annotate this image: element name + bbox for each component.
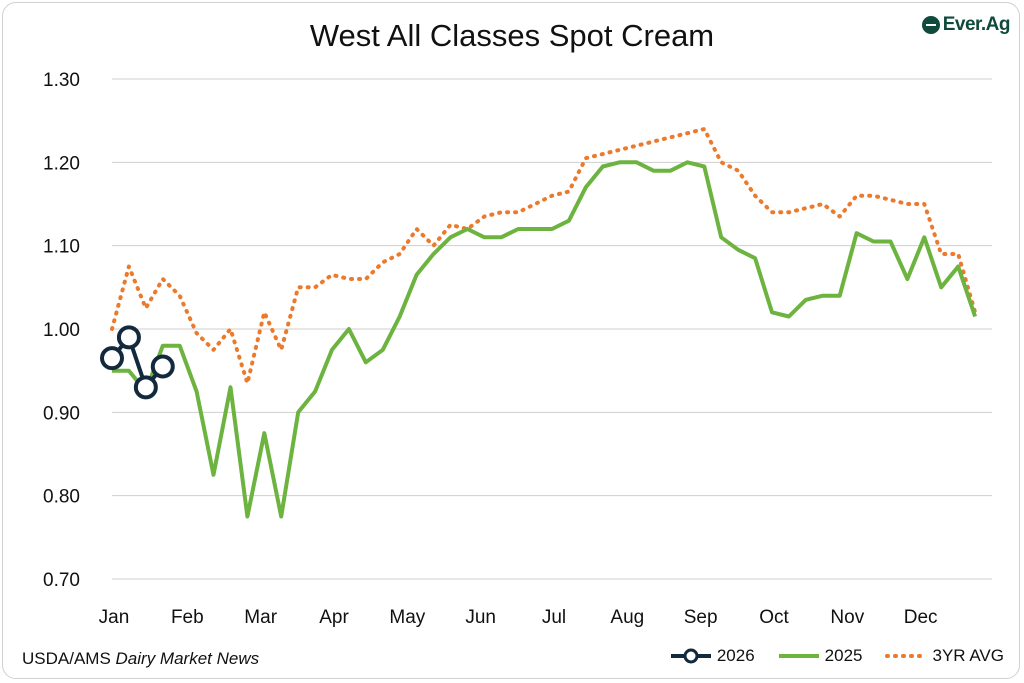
data-point-2026 xyxy=(150,354,175,379)
source-note: USDA/AMS Dairy Market News xyxy=(22,649,259,669)
x-tick-label: Jun xyxy=(465,607,496,628)
legend-label-2026: 2026 xyxy=(716,646,755,665)
chart-legend: 2026 2025 3YR AVG xyxy=(647,646,1004,666)
y-tick-label: 0.70 xyxy=(43,570,80,591)
x-tick-label: Feb xyxy=(171,607,204,628)
y-tick-label: 1.30 xyxy=(43,70,80,91)
grid-lines xyxy=(112,78,992,580)
series-line-2025 xyxy=(112,160,977,519)
y-tick-label: 0.80 xyxy=(43,487,80,508)
series-line-2026 xyxy=(110,335,165,390)
brand-logo: Ever.Ag xyxy=(921,14,1011,36)
legend-item-3yr-avg: 3YR AVG xyxy=(884,646,1005,666)
x-tick-label: Oct xyxy=(759,607,789,628)
legend-item-2026: 2026 xyxy=(669,646,755,666)
legend-swatch-2025 xyxy=(778,654,819,658)
x-tick-label: Nov xyxy=(830,607,864,628)
legend-swatch-3yr-avg xyxy=(884,654,929,658)
source-publication: Dairy Market News xyxy=(115,649,260,668)
source-agency: USDA/AMS xyxy=(22,649,111,668)
y-tick-label: 1.20 xyxy=(43,153,80,174)
y-axis-ticks: 0.70 0.80 0.90 1.00 1.10 1.20 1.30 xyxy=(43,70,80,591)
data-point-2026 xyxy=(116,325,141,350)
chart-title: West All Classes Spot Cream xyxy=(309,18,715,53)
x-axis-ticks: Jan Feb Mar Apr May Jun Jul Aug Sep Oct Nov Dec xyxy=(99,607,938,628)
x-tick-label: Sep xyxy=(684,607,718,628)
y-tick-label: 1.10 xyxy=(43,237,80,258)
brand-logo-text: Ever.Ag xyxy=(942,14,1011,35)
x-tick-label: Mar xyxy=(244,607,277,628)
legend-item-2025: 2025 xyxy=(777,646,863,666)
data-point-2026 xyxy=(133,375,158,400)
x-tick-label: Jan xyxy=(99,607,130,628)
legend-label-3yr-avg: 3YR AVG xyxy=(932,646,1005,665)
y-tick-label: 1.00 xyxy=(43,320,80,341)
data-point-2026 xyxy=(100,346,124,371)
x-tick-label: May xyxy=(389,607,425,628)
series-lines xyxy=(100,127,978,519)
series-line-3yr-avg xyxy=(110,127,978,386)
y-tick-label: 0.90 xyxy=(43,403,80,424)
x-tick-label: Dec xyxy=(904,607,938,628)
ever-ag-logo-icon xyxy=(921,16,940,34)
x-tick-label: Jul xyxy=(542,607,566,628)
legend-label-2025: 2025 xyxy=(824,646,863,665)
x-tick-label: Apr xyxy=(319,607,349,628)
x-tick-label: Aug xyxy=(610,607,644,628)
legend-swatch-2026 xyxy=(670,648,711,664)
